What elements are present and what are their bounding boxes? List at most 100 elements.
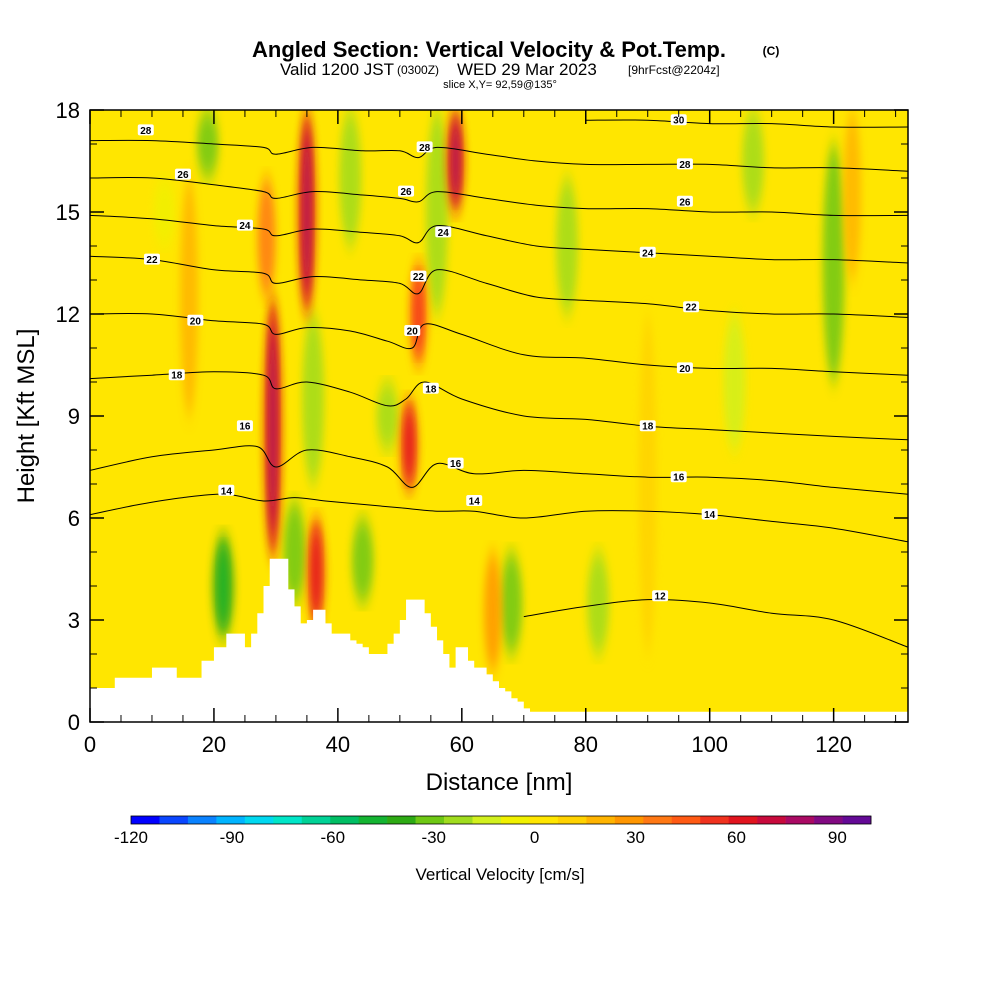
svg-text:20: 20 <box>190 316 202 327</box>
colorbar-tick-label: 0 <box>530 828 539 847</box>
contour-label: 28 <box>676 158 693 171</box>
updraft-core <box>268 323 277 533</box>
contour-label: 18 <box>639 420 656 433</box>
svg-text:20: 20 <box>407 327 419 338</box>
slice-info: slice X,Y= 92,59@135° <box>443 79 557 91</box>
colorbar-swatch <box>785 816 815 824</box>
colorbar-swatch <box>159 816 189 824</box>
svg-text:18: 18 <box>425 384 437 395</box>
contour-label: 18 <box>422 382 439 395</box>
contour-label: 14 <box>218 484 235 497</box>
colorbar-swatch <box>330 816 359 824</box>
colorbar-swatch <box>671 816 701 824</box>
contour-label: 26 <box>398 185 415 198</box>
x-tick-label: 60 <box>450 732 474 757</box>
colorbar-swatch <box>131 816 160 824</box>
x-tick-label: 120 <box>815 732 852 757</box>
colorbar-swatch <box>557 816 587 824</box>
contour-labels: 12 14 14 14 16 16 16 18 18 18 20 20 20 22 22 22 24 24 24 26… <box>137 114 718 603</box>
downdraft-band <box>283 501 306 603</box>
y-axis-label: Height [Kft MSL] <box>13 329 40 504</box>
downdraft-band <box>822 144 845 382</box>
updraft-band <box>180 178 199 416</box>
svg-text:18: 18 <box>642 422 654 433</box>
colorbar-swatch <box>586 816 616 824</box>
contour-label: 14 <box>701 508 718 521</box>
y-tick-label: 0 <box>68 710 80 735</box>
svg-text:16: 16 <box>450 459 462 470</box>
y-tick-label: 18 <box>56 98 80 123</box>
svg-text:22: 22 <box>146 255 158 266</box>
colorbar-swatch <box>814 816 843 824</box>
contour-label: 24 <box>435 226 452 239</box>
colorbar-swatch <box>187 816 217 824</box>
svg-text:22: 22 <box>413 272 425 283</box>
valid-date: WED 29 Mar 2023 <box>457 60 597 79</box>
svg-text:16: 16 <box>673 473 685 484</box>
svg-text:18: 18 <box>171 371 183 382</box>
colorbar-swatch <box>529 816 559 824</box>
downdraft-band <box>339 110 362 246</box>
updraft-core <box>302 130 311 294</box>
contour-label: 16 <box>447 457 464 470</box>
colorbar-label: Vertical Velocity [cm/s] <box>415 865 584 884</box>
terrain-mask <box>90 558 908 722</box>
contour-label: 26 <box>676 195 693 208</box>
updraft-band <box>638 314 657 654</box>
svg-text:28: 28 <box>419 143 431 154</box>
x-tick-label: 100 <box>691 732 728 757</box>
downdraft-band <box>556 178 579 314</box>
svg-text:16: 16 <box>239 422 251 433</box>
contour-label: 26 <box>174 168 191 181</box>
theta-contour-18 <box>90 371 908 441</box>
colorbar-swatch <box>472 816 502 824</box>
colorbar-swatch <box>643 816 673 824</box>
svg-text:20: 20 <box>679 364 691 375</box>
y-tick-label: 12 <box>56 302 80 327</box>
x-tick-label: 20 <box>202 732 226 757</box>
contour-label: 18 <box>168 369 185 382</box>
colorbar-tick-label: -90 <box>220 828 245 847</box>
svg-text:28: 28 <box>140 126 152 137</box>
theta-contour-22 <box>90 255 908 318</box>
svg-text:24: 24 <box>239 221 251 232</box>
svg-text:26: 26 <box>177 170 189 181</box>
updraft-core <box>451 120 460 202</box>
colorbar-swatch <box>415 816 445 824</box>
colorbar-tick-label: 30 <box>626 828 645 847</box>
downdraft-band <box>302 314 325 484</box>
colorbar-swatch <box>216 816 246 824</box>
valid-time-prefix: Valid 1200 JST <box>280 60 394 79</box>
colorbar-swatch <box>614 816 644 824</box>
downdraft-band <box>153 178 176 246</box>
svg-text:22: 22 <box>686 303 698 314</box>
colorbar-swatch <box>301 816 331 824</box>
colorbar-swatch <box>358 816 388 824</box>
contour-label: 28 <box>137 124 154 137</box>
colorbar-swatch <box>842 816 872 824</box>
contour-label: 20 <box>187 314 204 327</box>
svg-text:28: 28 <box>679 160 691 171</box>
contour-label: 24 <box>236 219 253 232</box>
svg-text:14: 14 <box>704 510 716 521</box>
colorbar-swatch <box>501 816 530 824</box>
updraft-band <box>257 178 276 297</box>
potential-temperature-contours <box>90 119 908 648</box>
downdraft-band <box>351 518 374 603</box>
chart-title: Angled Section: Vertical Velocity & Pot.… <box>252 37 726 62</box>
velocity-shading <box>153 110 862 671</box>
contour-label: 22 <box>683 301 700 314</box>
theta-contour-24 <box>90 214 908 264</box>
colorbar-swatch <box>728 816 758 824</box>
contour-label: 22 <box>410 270 427 283</box>
colorbar: -120 -90 -60 -30 0 30 60 90 <box>114 815 872 847</box>
contour-label: 14 <box>466 495 483 508</box>
contour-label: 12 <box>652 590 669 603</box>
theta-contour-30 <box>585 119 908 128</box>
y-tick-label: 15 <box>56 200 80 225</box>
svg-text:14: 14 <box>469 497 481 508</box>
y-tick-label: 6 <box>68 506 80 531</box>
downdraft-band <box>587 552 610 654</box>
colorbar-tick-label: 90 <box>828 828 847 847</box>
theta-contour-26 <box>90 177 908 217</box>
